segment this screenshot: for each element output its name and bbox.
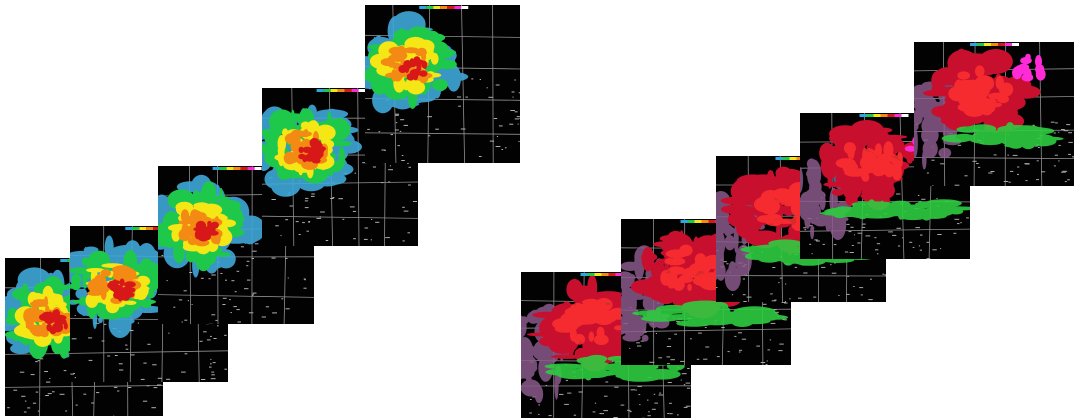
aliased-velocities [1012, 53, 1046, 82]
extreme-echoes [298, 137, 326, 164]
radar-image [262, 88, 418, 246]
radar-image [800, 113, 970, 259]
extreme-echoes [39, 309, 68, 335]
velocity-frame [800, 113, 970, 259]
color-scale-bar [212, 167, 262, 170]
reflectivity-frame [158, 166, 314, 324]
extreme-echoes [398, 56, 428, 81]
inbound-velocities [632, 300, 789, 327]
extreme-echoes [107, 278, 136, 302]
color-scale-bar [970, 43, 1019, 46]
velocity-frame [914, 42, 1074, 186]
inbound-velocities [819, 199, 970, 221]
reflectivity-frame [70, 226, 228, 382]
extreme-echoes [193, 220, 219, 242]
radar-image [158, 166, 314, 324]
color-scale-bar [316, 89, 366, 92]
color-scale-bar [859, 114, 909, 117]
reflectivity-frame [262, 88, 418, 246]
strong-outbound-velocities [948, 65, 1014, 117]
color-scale-bar [419, 6, 469, 9]
radar-image [365, 5, 520, 163]
radar-image [914, 42, 1074, 186]
inbound-velocities [941, 122, 1064, 150]
strong-outbound-velocities [835, 141, 903, 182]
reflectivity-frame [365, 5, 520, 163]
